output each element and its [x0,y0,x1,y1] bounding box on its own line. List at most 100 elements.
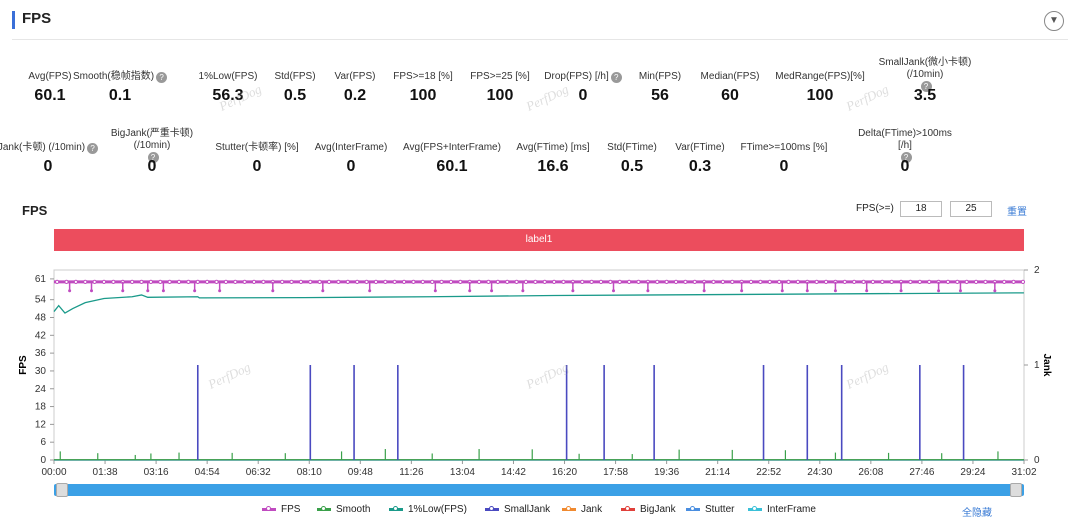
legend-swatch [562,506,576,511]
fps-dip-point [571,289,575,293]
metric-metrics_row1-4: Var(FPS) 0.2 [300,57,410,105]
help-icon[interactable]: ? [610,72,622,83]
metric-label-text: Std(FPS) [274,71,316,82]
help-icon[interactable]: ? [87,143,99,154]
y-tick-label: 54 [35,295,47,306]
fps-dip-point [780,289,784,293]
fps-dip-point [958,289,962,293]
metric-value: 0.3 [688,158,712,175]
reset-button[interactable]: 重置 [1007,207,1027,218]
range-handle-left[interactable] [56,483,68,497]
legend-item-4[interactable]: Jank [562,504,602,515]
metric-label: BigJank(严重卡顿) (/10min)? [97,128,207,163]
help-icon[interactable]: ? [900,152,912,163]
threshold-input-1[interactable]: 18 [900,201,942,217]
x-tick-label: 14:42 [501,467,526,478]
legend-swatch [389,506,403,511]
metric-label: Drop(FPS) [/h]? [528,57,638,83]
fps-point [336,279,341,284]
metric-value: 60.1 [436,158,468,175]
x-tick-label: 16:20 [552,467,577,478]
fps-point [176,279,182,284]
hide-all-button[interactable]: 全隐藏 [962,508,992,519]
metric-label: Avg(FTime) [ms] [498,128,608,154]
fps-point [280,279,285,284]
threshold-input-2[interactable]: 25 [950,201,992,217]
legend-item-5[interactable]: BigJank [621,504,676,515]
metric-label-text: Avg(FTime) [ms] [516,142,590,153]
metric-label: Std(FTime) [577,128,687,154]
fps-dip-point [368,289,372,293]
fps-dip-point [218,289,222,293]
fps-point [420,279,425,284]
y-axis-label: FPS [18,355,29,375]
y2-tick-label: 0 [1034,455,1040,466]
metric-label-text: Stutter(卡顿率) [%] [215,142,299,153]
legend-item-3[interactable]: SmallJank [485,504,550,515]
fps-point [83,279,88,284]
fps-point [148,279,153,284]
fps-dip-point [146,289,150,293]
legend-item-0[interactable]: FPS [262,504,300,515]
fps-point [242,279,247,284]
y-tick-label: 30 [35,366,47,377]
metric-label: FPS>=25 [%] [445,57,555,83]
fps-point [73,279,78,284]
fps-point [214,279,219,284]
fps-point [683,279,688,284]
fps-dip-point [937,289,941,293]
metric-value: 0 [147,158,157,175]
metric-label: 1%Low(FPS) [173,57,283,83]
legend-item-2[interactable]: 1%Low(FPS) [389,504,467,515]
fps-point [786,279,791,284]
metric-label-text: FPS>=18 [%] [393,71,453,82]
fps-point [476,279,482,284]
metric-value: 0 [346,158,356,175]
fps-point [495,279,500,284]
metric-metrics_row1-1: Smooth(稳帧指数)? 0.1 [65,57,175,105]
legend-label: Smooth [336,504,371,515]
help-icon[interactable]: ? [147,152,159,163]
x-tick-label: 08:10 [297,467,322,478]
fps-point [945,279,951,284]
fps-point [251,279,257,284]
fps-point [627,279,632,284]
fps-point [139,279,144,284]
fps-point [317,279,322,284]
fps-point [1011,279,1016,284]
header-divider [12,39,1068,40]
label-bar[interactable]: label1 [54,229,1024,251]
fps-point [861,279,866,284]
fps-point [101,279,107,284]
y-tick-label: 36 [35,348,47,359]
metric-label-text: Smooth(稳帧指数) [72,71,155,82]
metric-value: 0.5 [620,158,644,175]
fps-point [523,279,529,284]
fps-point [186,279,191,284]
x-tick-label: 17:58 [603,467,628,478]
x-tick-label: 13:04 [450,467,475,478]
y2-tick-label: 1 [1034,360,1040,371]
fps-point [55,279,60,284]
fps-point [664,279,669,284]
help-icon[interactable]: ? [920,81,932,92]
x-tick-label: 21:14 [705,467,730,478]
fps-dip-point [646,289,650,293]
metric-metrics_row1-8: Min(FPS) 56 [605,57,715,105]
help-icon[interactable]: ? [156,72,168,83]
chevron-down-icon[interactable]: ▼ [1044,11,1064,31]
legend-label: Jank [581,504,603,515]
fps-point [814,279,819,284]
legend-item-7[interactable]: InterFrame [748,504,816,515]
section-title: FPS [22,10,52,27]
legend-item-6[interactable]: Stutter [686,504,734,515]
metric-metrics_row1-9: Median(FPS) 60 [675,57,785,105]
fps-dip-point [899,289,903,293]
range-handle-right[interactable] [1010,483,1022,497]
metric-metrics_row1-5: FPS>=18 [%] 100 [368,57,478,105]
fps-point [373,279,379,284]
legend-item-1[interactable]: Smooth [317,504,370,515]
time-range-scrollbar[interactable] [54,483,1024,497]
fps-point [777,279,782,284]
metric-label-text: FPS>=25 [%] [470,71,530,82]
